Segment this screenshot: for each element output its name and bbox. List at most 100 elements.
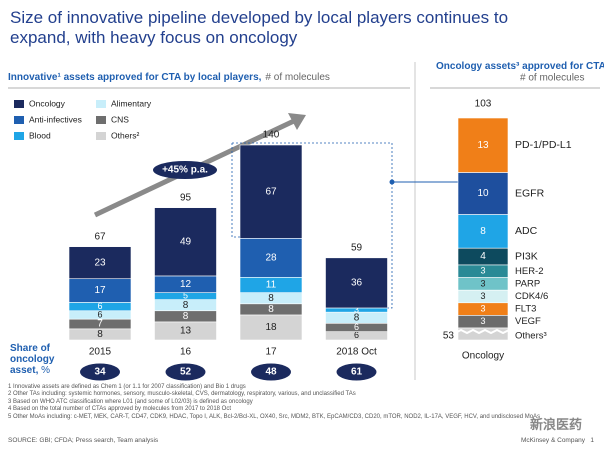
legend-swatch [96, 100, 106, 108]
segment-label: Others³ [515, 331, 547, 342]
value-label: 3 [480, 303, 485, 313]
total-label: 140 [263, 130, 280, 141]
share-value: 61 [351, 367, 363, 378]
segment-label: EGFR [515, 187, 545, 199]
value-label: 8 [354, 312, 360, 323]
annotation: +45% p.a. [162, 165, 208, 176]
bar-segment [239, 238, 303, 278]
subtitle: Innovative¹ assets approved for CTA by l… [8, 72, 330, 83]
x-tick-label: 16 [180, 347, 192, 358]
bar-segment [154, 207, 217, 277]
total-label: 103 [475, 99, 492, 110]
subtitle-unit: # of molecules [520, 73, 584, 84]
footnotes: 1 Innovative assets are defined as Chem … [8, 384, 568, 421]
value-label: 17 [94, 285, 106, 296]
share-value: 52 [180, 367, 192, 378]
bar-segment [239, 314, 303, 341]
legend-swatch [14, 100, 24, 108]
footnote: 5 Other MoAs including: c-MET, MEK, CAR-… [8, 413, 541, 420]
share-pill [251, 363, 291, 381]
legend-swatch [14, 132, 24, 140]
value-label: 28 [265, 252, 277, 263]
share-unit: % [41, 365, 51, 376]
segment-label: CDK4/6 [515, 291, 548, 302]
value-label: 13 [180, 326, 192, 337]
value-label: 12 [180, 279, 192, 290]
share-pill [80, 363, 120, 381]
value-label: 3 [480, 316, 485, 326]
value-label: 7 [97, 319, 103, 330]
brand-name: McKinsey & Company [521, 437, 585, 444]
share-pill [336, 363, 377, 381]
source: SOURCE: GBI; CFDA; Press search, Team an… [8, 437, 159, 444]
value-label: 53 [443, 331, 455, 342]
segment-label: HER-2 [515, 266, 544, 277]
segment-label: VEGF [515, 316, 541, 327]
value-label: 8 [183, 300, 189, 311]
subtitle: Oncology assets³ approved for CTA by MoA… [436, 61, 604, 72]
share-label: Share of oncology asset, % [10, 343, 62, 376]
bar-segment [325, 257, 388, 309]
share-label-text: Share of oncology asset, [10, 343, 55, 376]
bar-segment [457, 214, 509, 249]
segment-label: FLT3 [515, 304, 536, 315]
value-label: 6 [97, 309, 102, 319]
value-label: 6 [354, 330, 359, 340]
subtitle-text: Innovative¹ assets approved for CTA by l… [8, 72, 262, 83]
callout [231, 142, 393, 309]
bar-segment [239, 144, 303, 239]
growth-arrow-head [288, 113, 306, 130]
legend-label: CNS [111, 114, 129, 124]
total-label: 59 [351, 242, 363, 253]
value-label: 13 [477, 140, 489, 151]
value-label: 4 [480, 251, 486, 262]
bar-segment [457, 172, 509, 215]
value-label: 6 [97, 301, 102, 311]
value-label: 8 [268, 304, 274, 315]
value-label: 23 [94, 257, 106, 268]
value-label: 6 [354, 322, 359, 332]
scale-break [454, 328, 510, 335]
value-label: 8 [480, 226, 486, 237]
value-label: 3 [354, 304, 359, 314]
segment-label: ADC [515, 225, 538, 237]
value-label: 67 [265, 186, 277, 197]
share-pill [165, 363, 206, 381]
value-label: 5 [183, 291, 188, 301]
brand: McKinsey & Company 1 [521, 437, 594, 444]
legend-label: Others² [111, 130, 140, 140]
value-label: 8 [268, 293, 274, 304]
legend-label: Alimentary [111, 98, 152, 108]
segment-label: PD-1/PD-L1 [515, 139, 572, 151]
bar-segment [457, 117, 509, 173]
legend-label: Blood [29, 130, 51, 140]
total-label: 67 [94, 231, 106, 242]
share-value: 34 [94, 367, 106, 378]
subtitle-unit: # of molecules [265, 72, 329, 83]
total-label: 95 [180, 192, 192, 203]
legend-swatch [96, 116, 106, 124]
value-label: 10 [477, 188, 489, 199]
bar-segment [457, 327, 509, 341]
legend-swatch [96, 132, 106, 140]
watermark: 新浪医药 [529, 417, 582, 432]
value-label: 36 [351, 278, 363, 289]
segment-label: PI3K [515, 250, 538, 262]
value-label: 8 [183, 311, 189, 322]
legend-swatch [14, 116, 24, 124]
value-label: 3 [480, 266, 485, 276]
title: Size of innovative pipeline developed by… [10, 8, 509, 47]
bar-segment [68, 246, 132, 280]
share-value: 48 [265, 367, 277, 378]
value-label: 49 [180, 236, 192, 247]
footnote: 3 Based on WHO ATC classification where … [8, 398, 253, 405]
x-tick-label: 17 [265, 347, 277, 358]
legend-label: Oncology [29, 98, 66, 108]
page-number: 1 [590, 437, 594, 444]
footnote: 4 Based on the total number of CTAs appr… [8, 406, 232, 413]
x-tick-label: 2015 [89, 347, 112, 358]
footnote: 1 Innovative assets are defined as Chem … [8, 384, 246, 390]
footnote: 2 Other TAs including: systemic hormones… [8, 391, 356, 398]
subtitle-text: Oncology assets³ approved for CTA by MoA… [436, 61, 604, 72]
